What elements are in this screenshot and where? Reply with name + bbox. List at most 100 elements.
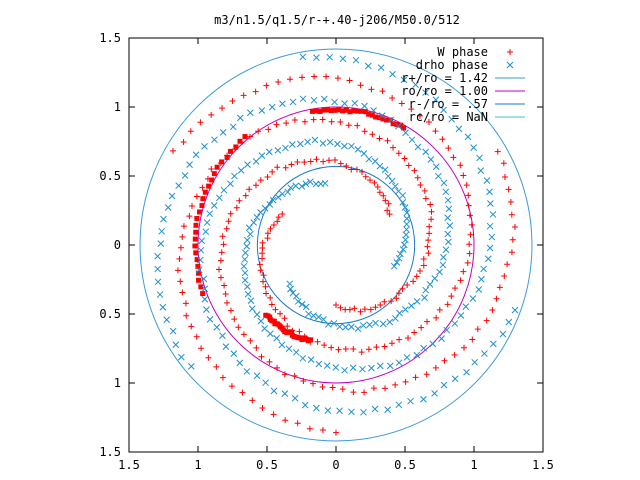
data-point xyxy=(313,54,320,62)
y-tick-label: 0.5 xyxy=(99,307,121,321)
data-point xyxy=(326,138,334,146)
data-point xyxy=(381,343,388,350)
data-point xyxy=(388,177,396,185)
data-point xyxy=(380,116,386,122)
data-point xyxy=(309,380,316,387)
data-point xyxy=(310,116,317,123)
data-point xyxy=(337,304,344,311)
data-point xyxy=(210,202,218,209)
data-point xyxy=(392,381,399,388)
data-point xyxy=(310,96,318,104)
data-point xyxy=(402,378,409,385)
data-point xyxy=(223,299,230,306)
data-point xyxy=(265,126,272,133)
data-point xyxy=(264,173,271,180)
data-point xyxy=(260,272,267,279)
data-point xyxy=(350,389,357,396)
data-point xyxy=(422,286,430,294)
data-point xyxy=(199,203,205,209)
data-point xyxy=(408,136,416,144)
data-point xyxy=(439,261,447,269)
data-point xyxy=(470,144,477,151)
y-tick-label: 0.5 xyxy=(99,169,121,183)
data-point xyxy=(326,157,332,164)
data-point xyxy=(382,197,389,204)
data-point xyxy=(333,302,339,309)
legend-marker xyxy=(507,49,513,55)
data-point xyxy=(351,99,359,107)
data-point xyxy=(373,344,380,351)
data-point xyxy=(460,268,467,275)
data-point xyxy=(334,75,341,82)
data-point xyxy=(229,123,237,131)
data-point xyxy=(282,417,289,424)
data-point xyxy=(421,187,428,194)
data-point xyxy=(413,351,421,359)
data-point xyxy=(255,128,262,135)
data-point xyxy=(242,134,248,140)
data-point xyxy=(261,325,268,332)
data-point xyxy=(323,73,330,80)
data-point xyxy=(328,118,335,125)
data-point xyxy=(505,186,512,193)
data-point xyxy=(408,106,415,113)
data-point xyxy=(368,86,375,93)
data-point xyxy=(466,250,473,257)
data-point xyxy=(509,236,516,243)
circle-ro xyxy=(197,106,475,384)
data-point xyxy=(427,201,434,208)
data-point xyxy=(321,107,327,113)
data-point xyxy=(401,125,407,131)
data-point xyxy=(329,384,336,391)
legend-label: r-/ro = .57 xyxy=(409,97,488,111)
data-point xyxy=(269,196,277,204)
data-point xyxy=(440,381,448,389)
y-tick-label: 1 xyxy=(114,376,121,390)
data-point xyxy=(441,357,448,364)
data-point xyxy=(198,345,205,352)
data-point xyxy=(400,241,408,249)
data-point xyxy=(331,156,338,163)
data-point xyxy=(221,282,228,289)
data-point xyxy=(174,267,181,274)
data-point xyxy=(305,310,312,318)
data-point xyxy=(168,192,176,200)
data-point xyxy=(354,122,361,129)
data-point xyxy=(370,385,377,392)
data-point xyxy=(395,122,402,130)
data-point xyxy=(499,330,507,338)
data-point xyxy=(291,117,298,124)
data-point xyxy=(253,344,260,351)
data-point xyxy=(461,344,468,351)
data-point xyxy=(175,182,183,189)
data-point xyxy=(354,325,362,333)
data-point xyxy=(401,204,409,211)
data-point xyxy=(301,118,308,125)
data-point xyxy=(281,371,288,378)
data-point xyxy=(328,344,335,351)
data-point xyxy=(364,62,372,70)
data-point xyxy=(457,312,465,319)
data-point xyxy=(445,238,452,246)
data-point xyxy=(323,362,331,369)
data-point xyxy=(288,141,296,148)
data-point xyxy=(192,236,198,242)
data-point xyxy=(296,328,303,335)
data-point xyxy=(272,306,279,313)
data-point xyxy=(469,336,476,343)
data-point xyxy=(263,82,270,89)
data-point xyxy=(381,298,388,305)
data-point xyxy=(294,420,301,427)
data-point xyxy=(314,338,321,345)
data-point xyxy=(392,315,399,322)
data-point xyxy=(257,177,264,184)
data-point xyxy=(294,159,301,166)
data-point xyxy=(337,160,344,167)
data-point xyxy=(420,395,427,403)
data-point xyxy=(236,114,244,122)
data-point xyxy=(418,324,425,331)
data-point xyxy=(421,294,428,302)
data-point xyxy=(193,193,200,200)
data-point xyxy=(311,136,319,144)
data-point xyxy=(413,273,420,280)
